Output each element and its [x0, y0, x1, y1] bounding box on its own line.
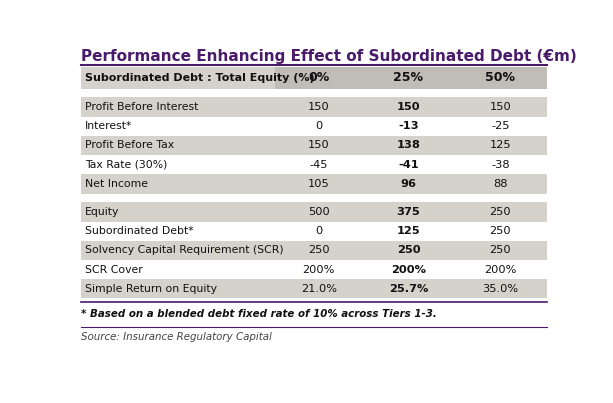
- Text: Profit Before Interest: Profit Before Interest: [85, 102, 199, 112]
- Text: 375: 375: [397, 207, 421, 217]
- Text: 250: 250: [308, 245, 330, 256]
- Text: 0%: 0%: [308, 71, 329, 84]
- Bar: [82, 222, 547, 241]
- Text: 200%: 200%: [391, 265, 426, 274]
- Text: Interest*: Interest*: [85, 121, 132, 131]
- Text: 138: 138: [397, 141, 421, 150]
- Text: 150: 150: [490, 102, 511, 112]
- Bar: [82, 241, 547, 260]
- Text: Tax Rate (30%): Tax Rate (30%): [85, 160, 167, 170]
- Text: 125: 125: [397, 226, 421, 236]
- Bar: [454, 67, 547, 89]
- Bar: [82, 202, 547, 222]
- Text: 25%: 25%: [394, 71, 424, 84]
- Text: Equity: Equity: [85, 207, 120, 217]
- Text: 50%: 50%: [485, 71, 516, 84]
- Text: -13: -13: [398, 121, 419, 131]
- Text: 25.7%: 25.7%: [389, 284, 428, 294]
- Text: -45: -45: [310, 160, 328, 170]
- Text: 35.0%: 35.0%: [482, 284, 519, 294]
- Text: 250: 250: [490, 245, 511, 256]
- Text: 250: 250: [397, 245, 421, 256]
- Text: 150: 150: [308, 141, 330, 150]
- Text: -41: -41: [398, 160, 419, 170]
- Text: * Based on a blended debt fixed rate of 10% across Tiers 1-3.: * Based on a blended debt fixed rate of …: [82, 309, 437, 319]
- Text: -25: -25: [491, 121, 509, 131]
- Text: 105: 105: [308, 179, 330, 189]
- Bar: [82, 67, 275, 89]
- Bar: [82, 279, 547, 299]
- Text: -38: -38: [491, 160, 509, 170]
- Text: Subordinated Debt*: Subordinated Debt*: [85, 226, 194, 236]
- Text: 88: 88: [493, 179, 508, 189]
- Text: Simple Return on Equity: Simple Return on Equity: [85, 284, 217, 294]
- Text: Solvency Capital Requirement (SCR): Solvency Capital Requirement (SCR): [85, 245, 284, 256]
- Text: Performance Enhancing Effect of Subordinated Debt (€m): Performance Enhancing Effect of Subordin…: [82, 49, 577, 64]
- Text: 0: 0: [315, 121, 322, 131]
- Text: 250: 250: [490, 226, 511, 236]
- Bar: [275, 67, 363, 89]
- Bar: [82, 260, 547, 279]
- Text: 150: 150: [308, 102, 330, 112]
- Bar: [82, 98, 547, 116]
- Text: 200%: 200%: [484, 265, 517, 274]
- Text: 150: 150: [397, 102, 421, 112]
- Text: Profit Before Tax: Profit Before Tax: [85, 141, 174, 150]
- Text: Subordinated Debt : Total Equity (%): Subordinated Debt : Total Equity (%): [85, 73, 315, 83]
- Text: 21.0%: 21.0%: [301, 284, 337, 294]
- Text: 0: 0: [315, 226, 322, 236]
- Text: 200%: 200%: [303, 265, 335, 274]
- Bar: [82, 155, 547, 174]
- Text: Source: Insurance Regulatory Capital: Source: Insurance Regulatory Capital: [82, 332, 272, 342]
- Text: 250: 250: [490, 207, 511, 217]
- Text: 500: 500: [308, 207, 330, 217]
- Bar: [363, 67, 454, 89]
- Text: 96: 96: [400, 179, 416, 189]
- Text: 125: 125: [490, 141, 511, 150]
- Text: SCR Cover: SCR Cover: [85, 265, 143, 274]
- Text: Net Income: Net Income: [85, 179, 148, 189]
- Bar: [82, 136, 547, 155]
- Bar: [82, 174, 547, 193]
- Bar: [82, 116, 547, 136]
